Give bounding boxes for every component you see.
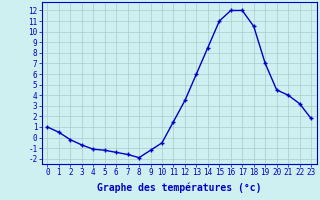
X-axis label: Graphe des températures (°c): Graphe des températures (°c)	[97, 183, 261, 193]
